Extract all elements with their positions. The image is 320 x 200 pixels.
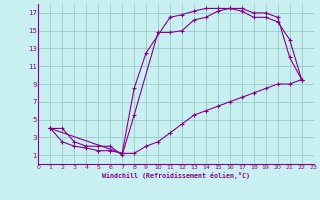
X-axis label: Windchill (Refroidissement éolien,°C): Windchill (Refroidissement éolien,°C) — [102, 172, 250, 179]
